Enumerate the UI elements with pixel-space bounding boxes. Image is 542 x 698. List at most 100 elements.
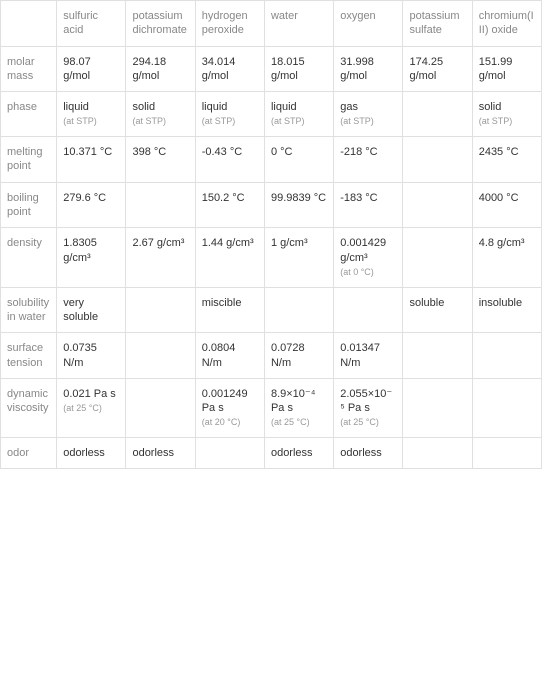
header-col-2: potassium dichromate — [126, 1, 195, 47]
data-cell: 2.67 g/cm³ — [126, 228, 195, 287]
data-cell — [126, 378, 195, 437]
cell-value: liquid — [271, 101, 297, 113]
cell-value: 279.6 °C — [63, 192, 106, 204]
cell-value: 0.0735 N/m — [63, 342, 97, 368]
data-cell: -218 °C — [334, 137, 403, 183]
cell-value: 151.99 g/mol — [479, 56, 513, 82]
cell-note: (at 25 °C) — [63, 403, 119, 415]
cell-note: (at STP) — [479, 116, 535, 128]
cell-value: solid — [479, 101, 502, 113]
cell-value: odorless — [63, 447, 105, 459]
cell-value: 4000 °C — [479, 192, 519, 204]
data-cell: 0.0735 N/m — [57, 333, 126, 379]
data-cell — [126, 333, 195, 379]
cell-value: 4.8 g/cm³ — [479, 237, 525, 249]
data-cell — [403, 137, 472, 183]
data-cell — [334, 287, 403, 333]
data-cell: 0.001249 Pa s(at 20 °C) — [195, 378, 264, 437]
data-cell: 4000 °C — [472, 182, 541, 228]
data-cell — [403, 438, 472, 469]
data-cell — [472, 378, 541, 437]
row-label: surface tension — [1, 333, 57, 379]
data-cell: 151.99 g/mol — [472, 46, 541, 92]
cell-note: (at 25 °C) — [340, 417, 396, 429]
row-label: boiling point — [1, 182, 57, 228]
data-cell: 1.8305 g/cm³ — [57, 228, 126, 287]
data-cell: gas(at STP) — [334, 92, 403, 137]
row-label: phase — [1, 92, 57, 137]
data-cell: liquid (at STP) — [264, 92, 333, 137]
data-cell — [403, 378, 472, 437]
cell-value: insoluble — [479, 297, 522, 309]
table-row: phaseliquid(at STP)solid(at STP)liquid(a… — [1, 92, 542, 137]
cell-value: 18.015 g/mol — [271, 56, 305, 82]
data-cell: 10.371 °C — [57, 137, 126, 183]
cell-value: 0 °C — [271, 146, 293, 158]
header-col-5: oxygen — [334, 1, 403, 47]
cell-value: 1.44 g/cm³ — [202, 237, 254, 249]
table-row: odorodorlessodorlessodorlessodorless — [1, 438, 542, 469]
data-cell: 0.01347 N/m — [334, 333, 403, 379]
cell-value: 2.67 g/cm³ — [132, 237, 184, 249]
cell-value: 2435 °C — [479, 146, 519, 158]
cell-value: 10.371 °C — [63, 146, 112, 158]
chemical-properties-table: sulfuric acid potassium dichromate hydro… — [0, 0, 542, 469]
data-cell: odorless — [264, 438, 333, 469]
data-cell — [403, 182, 472, 228]
data-cell: 2.055×10⁻⁵ Pa s (at 25 °C) — [334, 378, 403, 437]
data-cell: very soluble — [57, 287, 126, 333]
data-cell: solid (at STP) — [472, 92, 541, 137]
data-cell: 279.6 °C — [57, 182, 126, 228]
data-cell: 4.8 g/cm³ — [472, 228, 541, 287]
data-cell: 398 °C — [126, 137, 195, 183]
data-cell: odorless — [57, 438, 126, 469]
cell-value: 34.014 g/mol — [202, 56, 236, 82]
data-cell: 150.2 °C — [195, 182, 264, 228]
data-cell — [403, 92, 472, 137]
data-cell: 18.015 g/mol — [264, 46, 333, 92]
row-label: odor — [1, 438, 57, 469]
cell-value: 1.8305 g/cm³ — [63, 237, 97, 263]
cell-value: liquid — [202, 101, 228, 113]
cell-value: 398 °C — [132, 146, 166, 158]
cell-value: -0.43 °C — [202, 146, 242, 158]
data-cell: odorless — [126, 438, 195, 469]
cell-value: 31.998 g/mol — [340, 56, 374, 82]
table-body: molar mass98.07 g/mol294.18 g/mol34.014 … — [1, 46, 542, 469]
cell-value: 1 g/cm³ — [271, 237, 308, 249]
data-cell: 8.9×10⁻⁴ Pa s (at 25 °C) — [264, 378, 333, 437]
data-cell: 0.021 Pa s (at 25 °C) — [57, 378, 126, 437]
data-cell: 98.07 g/mol — [57, 46, 126, 92]
data-cell: liquid(at STP) — [195, 92, 264, 137]
table-row: melting point 10.371 °C 398 °C -0.43 °C 0 °C… — [1, 137, 542, 183]
data-cell: 294.18 g/mol — [126, 46, 195, 92]
row-label: melting point — [1, 137, 57, 183]
table-row: density1.8305 g/cm³2.67 g/cm³1.44 g/cm³1… — [1, 228, 542, 287]
header-col-4: water — [264, 1, 333, 47]
table-row: dynamic viscosity0.021 Pa s(at 25 °C)0.0… — [1, 378, 542, 437]
cell-value: 294.18 g/mol — [132, 56, 166, 82]
cell-value: 0.001429 g/cm³ — [340, 237, 386, 263]
data-cell — [472, 333, 541, 379]
data-cell: 1 g/cm³ — [264, 228, 333, 287]
cell-value: 99.9839 °C — [271, 192, 326, 204]
cell-note: (at 25 °C) — [271, 417, 327, 429]
cell-value: 150.2 °C — [202, 192, 245, 204]
data-cell — [264, 287, 333, 333]
cell-value: 8.9×10⁻⁴ Pa s — [271, 388, 315, 414]
data-cell: soluble — [403, 287, 472, 333]
cell-value: 0.0728 N/m — [271, 342, 305, 368]
cell-value: 0.01347 N/m — [340, 342, 380, 368]
cell-value: 0.021 Pa s — [63, 388, 116, 400]
cell-value: 2.055×10⁻⁵ Pa s — [340, 388, 392, 414]
cell-note: (at STP) — [271, 116, 327, 128]
data-cell: 2435 °C — [472, 137, 541, 183]
data-cell: insoluble — [472, 287, 541, 333]
header-col-7: chromium(III) oxide — [472, 1, 541, 47]
data-cell: 0.0804 N/m — [195, 333, 264, 379]
cell-value: solid — [132, 101, 155, 113]
cell-note: (at STP) — [132, 116, 188, 128]
table-row: molar mass98.07 g/mol294.18 g/mol34.014 … — [1, 46, 542, 92]
header-col-3: hydrogen peroxide — [195, 1, 264, 47]
data-cell: 0.0728 N/m — [264, 333, 333, 379]
